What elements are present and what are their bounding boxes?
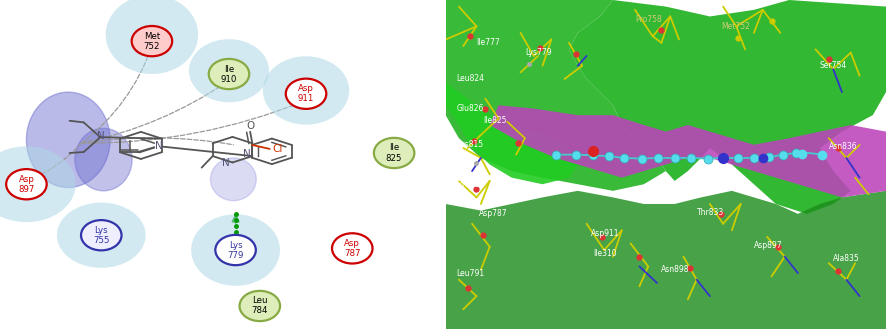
Text: Asp
787: Asp 787 bbox=[344, 239, 361, 258]
Polygon shape bbox=[490, 105, 886, 197]
Text: N: N bbox=[97, 131, 105, 140]
Text: Lys
779: Lys 779 bbox=[228, 240, 244, 260]
Circle shape bbox=[239, 291, 280, 321]
Polygon shape bbox=[446, 191, 886, 329]
Text: Ile825: Ile825 bbox=[483, 115, 507, 125]
Text: Asp787: Asp787 bbox=[478, 209, 508, 218]
Circle shape bbox=[6, 169, 47, 199]
Ellipse shape bbox=[211, 158, 256, 201]
Circle shape bbox=[215, 235, 256, 265]
Ellipse shape bbox=[189, 39, 269, 102]
Text: Cl: Cl bbox=[272, 144, 283, 154]
Text: Ala835: Ala835 bbox=[833, 254, 860, 263]
Text: Asp897: Asp897 bbox=[754, 240, 782, 250]
Text: Pro758: Pro758 bbox=[635, 15, 662, 24]
Text: Met
752: Met 752 bbox=[144, 32, 160, 51]
Circle shape bbox=[132, 26, 172, 56]
Text: N: N bbox=[243, 149, 251, 159]
Text: Asn898: Asn898 bbox=[662, 265, 690, 274]
Text: Asp911: Asp911 bbox=[591, 229, 619, 238]
Text: Ile
825: Ile 825 bbox=[386, 143, 402, 163]
Text: N: N bbox=[222, 158, 229, 168]
Ellipse shape bbox=[191, 214, 280, 286]
Circle shape bbox=[81, 220, 121, 250]
Text: N: N bbox=[155, 140, 162, 151]
Ellipse shape bbox=[263, 56, 349, 125]
Polygon shape bbox=[446, 0, 665, 191]
Text: Leu
784: Leu 784 bbox=[252, 296, 268, 316]
Text: Ile310: Ile310 bbox=[593, 249, 617, 258]
Text: Asp
911: Asp 911 bbox=[298, 84, 315, 103]
Text: Asp
897: Asp 897 bbox=[19, 175, 35, 194]
Text: Asn836: Asn836 bbox=[828, 142, 858, 151]
Text: Cys815: Cys815 bbox=[455, 140, 484, 149]
Text: Ser754: Ser754 bbox=[820, 61, 847, 70]
Ellipse shape bbox=[105, 0, 198, 74]
Ellipse shape bbox=[57, 203, 145, 268]
Circle shape bbox=[286, 79, 326, 109]
Polygon shape bbox=[569, 0, 886, 214]
Text: O: O bbox=[246, 121, 254, 131]
Text: Met752: Met752 bbox=[721, 22, 750, 31]
Circle shape bbox=[332, 233, 372, 264]
Text: Glu826: Glu826 bbox=[456, 104, 484, 113]
Ellipse shape bbox=[27, 92, 110, 188]
Circle shape bbox=[374, 138, 415, 168]
Ellipse shape bbox=[0, 146, 75, 222]
Text: Tyr813: Tyr813 bbox=[455, 180, 481, 189]
Polygon shape bbox=[446, 82, 578, 184]
Text: Thr833: Thr833 bbox=[696, 208, 724, 217]
Ellipse shape bbox=[74, 128, 132, 191]
Text: Ile
910: Ile 910 bbox=[221, 64, 237, 84]
Text: Lys
755: Lys 755 bbox=[93, 226, 110, 245]
Circle shape bbox=[209, 59, 249, 89]
Text: Leu824: Leu824 bbox=[456, 74, 485, 84]
Text: Ile777: Ile777 bbox=[477, 38, 501, 47]
Text: Leu791: Leu791 bbox=[456, 268, 485, 278]
Text: Lys779: Lys779 bbox=[525, 48, 552, 57]
